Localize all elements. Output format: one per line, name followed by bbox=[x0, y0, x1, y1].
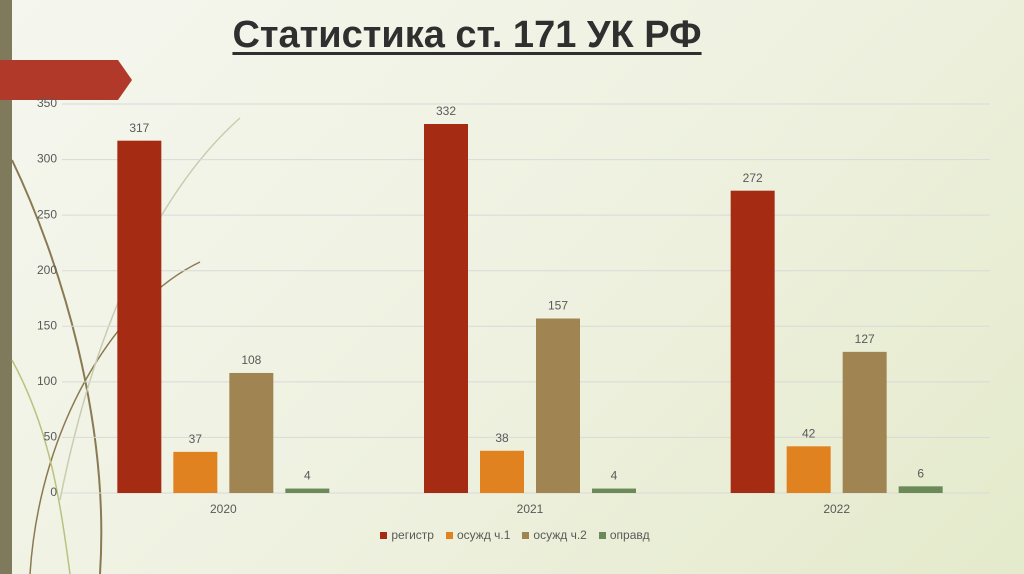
side-band bbox=[0, 0, 12, 574]
legend-label: регистр bbox=[391, 528, 434, 542]
legend: регистр осужд ч.1 осужд ч.2 оправд bbox=[0, 528, 1024, 542]
legend-item: оправд bbox=[598, 528, 650, 542]
x-tick-label: 2020 bbox=[210, 502, 237, 516]
bar bbox=[229, 372, 274, 493]
data-label: 42 bbox=[802, 426, 816, 440]
data-label: 6 bbox=[917, 467, 924, 481]
y-tick-label: 50 bbox=[44, 430, 58, 444]
y-tick-label: 100 bbox=[37, 374, 57, 388]
data-label: 38 bbox=[495, 431, 509, 445]
legend-swatch bbox=[445, 531, 453, 539]
bar bbox=[536, 318, 580, 493]
data-label: 317 bbox=[129, 121, 149, 135]
bar bbox=[786, 446, 831, 493]
bar bbox=[173, 451, 218, 493]
bar bbox=[842, 351, 887, 493]
y-tick-label: 150 bbox=[37, 318, 57, 332]
bar bbox=[730, 190, 775, 494]
data-label: 272 bbox=[743, 171, 763, 185]
bar bbox=[592, 488, 636, 493]
legend-item: осужд ч.2 bbox=[522, 528, 587, 542]
bar bbox=[480, 450, 524, 493]
legend-swatch bbox=[598, 531, 606, 539]
arrow-banner bbox=[0, 60, 132, 100]
legend-label: осужд ч.2 bbox=[533, 528, 587, 542]
curve bbox=[11, 359, 71, 574]
curve bbox=[29, 261, 201, 574]
y-tick-label: 200 bbox=[37, 263, 57, 277]
legend-swatch bbox=[380, 531, 388, 539]
y-tick-label: 0 bbox=[50, 485, 57, 499]
data-label: 127 bbox=[855, 332, 875, 346]
legend-label: оправд bbox=[609, 528, 650, 542]
data-label: 37 bbox=[189, 432, 203, 446]
y-tick-label: 350 bbox=[37, 96, 57, 110]
data-label: 332 bbox=[436, 104, 456, 118]
y-tick-label: 300 bbox=[37, 152, 57, 166]
chart-title: Статистика ст. 171 УК РФ bbox=[232, 14, 702, 56]
data-label: 4 bbox=[304, 469, 311, 483]
legend-label: осужд ч.1 bbox=[456, 528, 511, 542]
bar bbox=[424, 124, 468, 494]
y-tick-label: 250 bbox=[37, 207, 57, 221]
legend-item: осужд ч.1 bbox=[445, 528, 511, 542]
curve bbox=[11, 159, 103, 574]
x-tick-label: 2021 bbox=[517, 502, 544, 516]
data-label: 108 bbox=[241, 353, 261, 367]
bar bbox=[285, 488, 330, 493]
data-label: 4 bbox=[611, 469, 618, 483]
x-tick-label: 2022 bbox=[823, 502, 850, 516]
legend-swatch bbox=[522, 531, 530, 539]
data-label: 157 bbox=[548, 299, 568, 313]
legend-item: регистр bbox=[380, 528, 434, 542]
bar bbox=[117, 140, 162, 494]
bar bbox=[898, 486, 943, 493]
